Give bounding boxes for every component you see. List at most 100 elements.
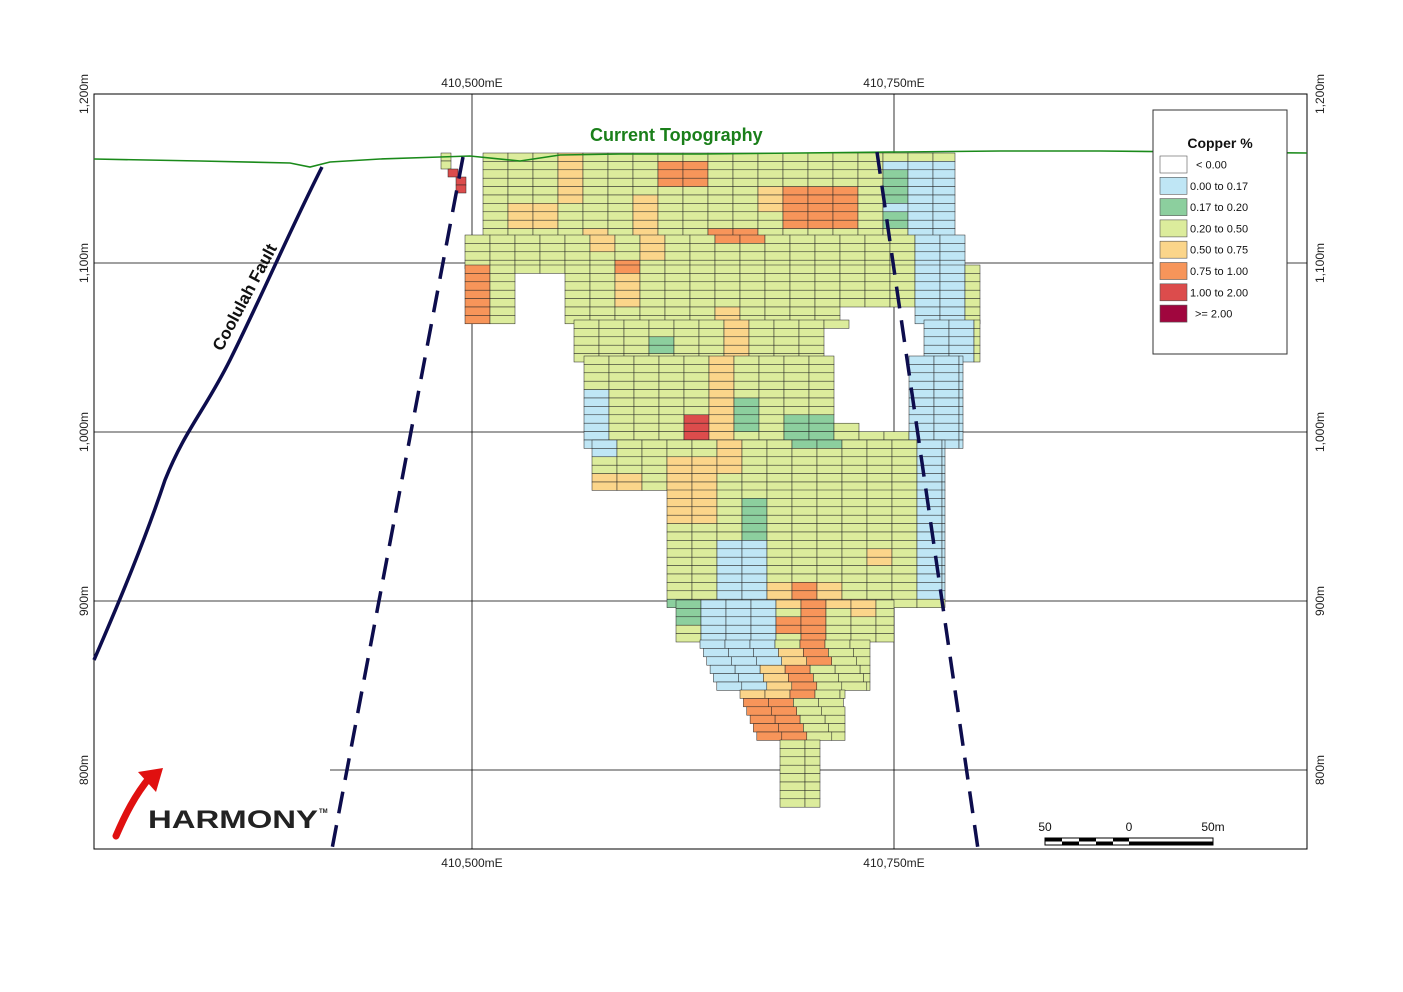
model-block <box>839 234 866 244</box>
model-block <box>666 489 693 499</box>
model-block <box>691 481 718 491</box>
model-block <box>923 328 950 338</box>
model-block <box>839 273 866 283</box>
model-block <box>507 219 534 229</box>
model-block <box>728 648 754 658</box>
model-block <box>789 243 816 253</box>
model-block <box>691 531 718 541</box>
model-block <box>763 673 789 683</box>
model-block <box>973 328 981 338</box>
model-block <box>857 219 884 229</box>
model-block <box>816 498 843 508</box>
model-block <box>582 186 609 196</box>
model-block <box>675 616 702 626</box>
model-block <box>482 186 509 196</box>
model-block <box>891 523 918 533</box>
model-block <box>708 406 735 416</box>
easting-label-bottom-750: 410,750mE <box>863 856 924 870</box>
model-block <box>750 608 777 618</box>
model-block <box>766 506 793 516</box>
model-block <box>789 264 816 274</box>
model-block <box>708 422 735 432</box>
model-block <box>564 234 591 244</box>
model-block <box>583 422 610 432</box>
model-block <box>828 723 846 733</box>
model-block <box>782 186 809 196</box>
harmony-logo: HARMONY TM <box>95 760 330 848</box>
model-block <box>891 473 918 483</box>
model-block <box>464 264 491 274</box>
scale-seg-3 <box>1079 838 1096 842</box>
model-block <box>700 599 727 609</box>
model-block <box>773 344 800 354</box>
model-block <box>816 456 843 466</box>
model-block <box>816 540 843 550</box>
model-block <box>916 582 943 592</box>
legend-swatch <box>1159 155 1188 174</box>
model-block <box>666 523 693 533</box>
model-block <box>507 211 534 221</box>
model-block <box>707 203 734 213</box>
easting-label-top-500: 410,500mE <box>441 76 502 90</box>
model-block <box>583 355 610 365</box>
model-block <box>758 389 785 399</box>
model-block <box>589 281 616 291</box>
model-block <box>783 431 810 441</box>
model-block <box>666 481 693 491</box>
model-block <box>732 203 759 213</box>
model-block <box>583 372 610 382</box>
model-block <box>923 336 950 346</box>
model-block <box>733 389 760 399</box>
model-block <box>791 514 818 524</box>
model-block <box>633 389 660 399</box>
model-block <box>941 506 946 516</box>
model-block <box>948 328 975 338</box>
model-block <box>908 431 935 441</box>
model-block <box>774 639 801 649</box>
model-block <box>758 422 785 432</box>
model-block <box>891 498 918 508</box>
model-block <box>734 664 761 674</box>
model-block <box>825 624 852 634</box>
model-block <box>816 582 843 592</box>
model-block <box>914 298 941 308</box>
model-block <box>783 355 810 365</box>
elev-label-right-1100: 1,100m <box>1313 243 1327 283</box>
model-block <box>882 169 909 179</box>
model-block <box>964 281 981 291</box>
model-block <box>941 548 946 558</box>
model-block <box>766 548 793 558</box>
model-block <box>689 273 716 283</box>
model-block <box>782 152 809 162</box>
model-block <box>750 624 777 634</box>
model-block <box>741 473 768 483</box>
model-block <box>864 298 891 308</box>
model-block <box>866 540 893 550</box>
model-block <box>753 723 779 733</box>
model-block <box>739 298 766 308</box>
model-block <box>707 186 734 196</box>
model-block <box>707 177 734 187</box>
model-block <box>841 473 868 483</box>
model-block <box>791 590 818 600</box>
coolulah-fault-line <box>92 166 324 661</box>
model-block <box>791 456 818 466</box>
model-block <box>916 590 943 600</box>
model-block <box>958 406 964 416</box>
model-block <box>708 431 735 441</box>
model-block <box>798 336 825 346</box>
model-block <box>666 498 693 508</box>
model-block <box>832 161 859 171</box>
model-block <box>882 203 909 213</box>
model-block <box>598 319 625 329</box>
model-block <box>633 372 660 382</box>
model-block <box>616 439 643 449</box>
model-block <box>716 456 743 466</box>
model-block <box>889 298 916 308</box>
elev-label-left-900: 900m <box>77 586 91 616</box>
model-block <box>698 328 725 338</box>
model-block <box>532 161 559 171</box>
model-block <box>725 599 752 609</box>
model-block <box>941 498 946 508</box>
model-block <box>804 764 821 774</box>
